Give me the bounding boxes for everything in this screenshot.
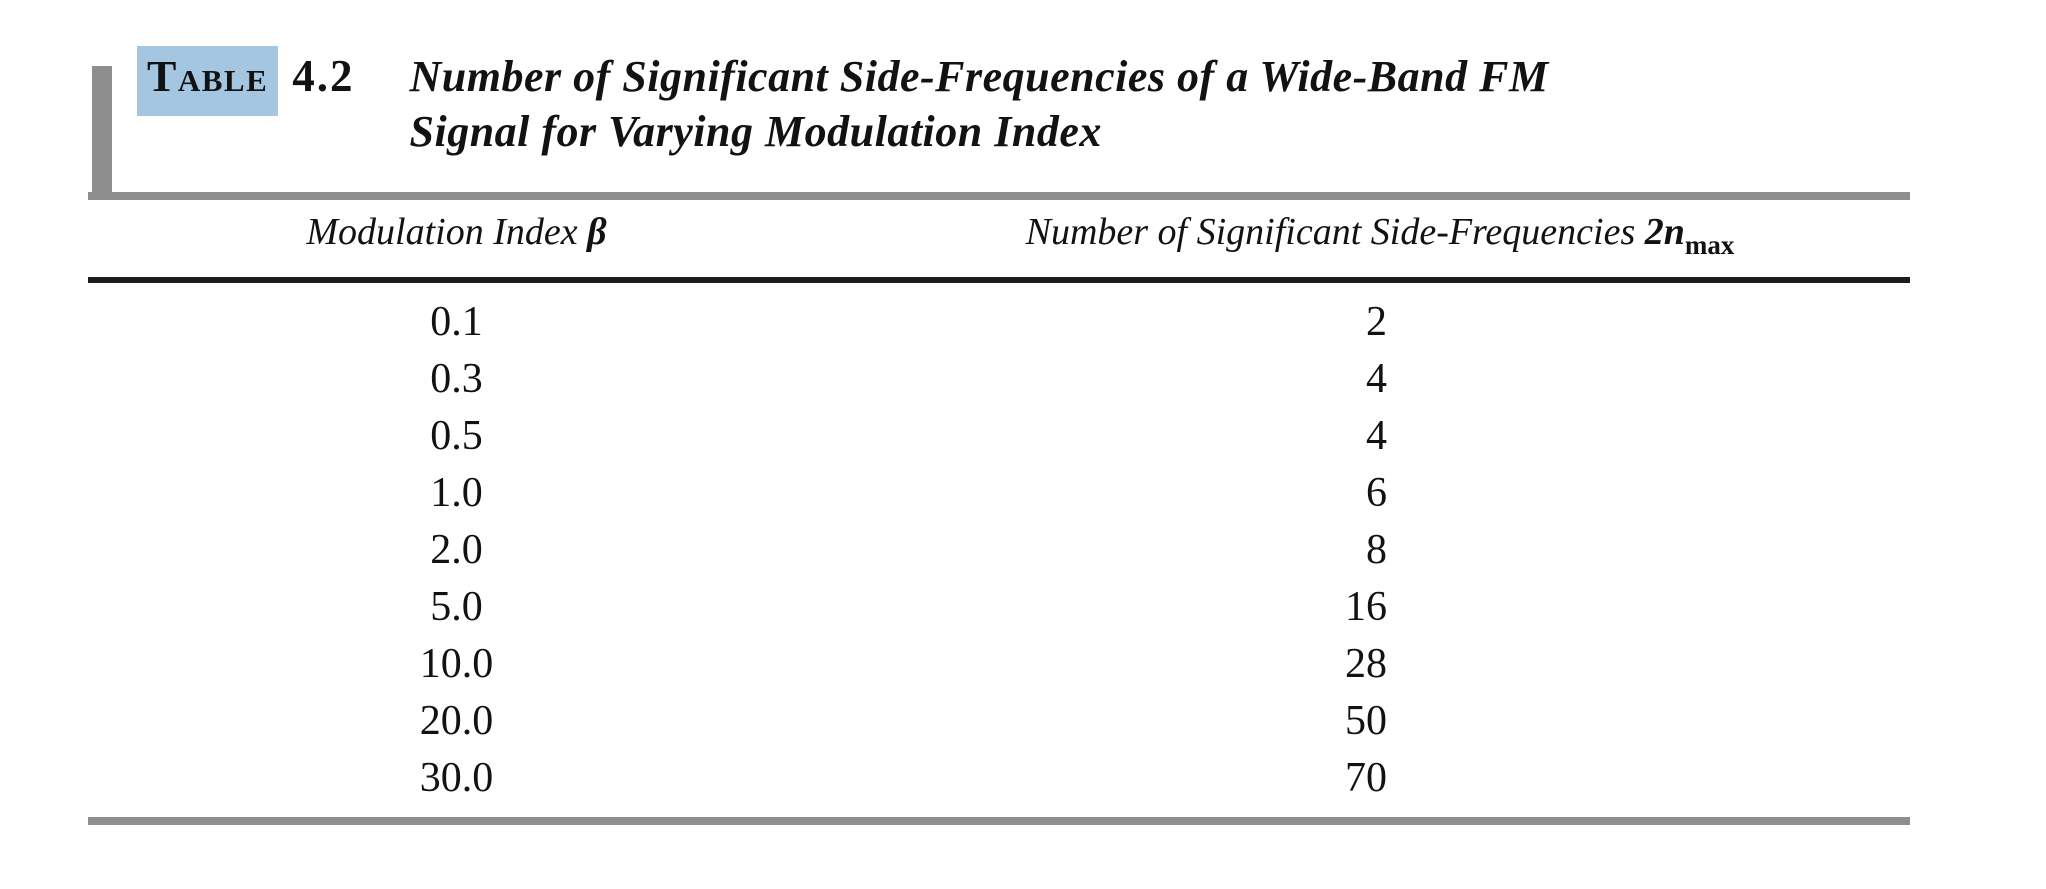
table-row: 2.0 8	[88, 522, 1910, 579]
cell-modulation-index: 0.5	[430, 413, 483, 459]
table-row: 10.0 28	[88, 636, 1910, 693]
caption-accent-bar	[92, 66, 112, 200]
table-row: 1.0 6	[88, 465, 1910, 522]
column-header-label: Number of Significant Side-Frequencies	[1025, 211, 1645, 253]
table-tag-highlight: Table	[137, 46, 279, 116]
table-row: 0.3 4	[88, 351, 1910, 408]
cell-modulation-index: 5.0	[430, 584, 483, 630]
divider-top	[88, 192, 1910, 200]
cell-side-frequencies: 8	[1366, 527, 1387, 573]
cell-side-frequencies: 4	[1366, 356, 1387, 402]
table-row: 0.5 4	[88, 408, 1910, 465]
cell-side-frequencies: 16	[1345, 584, 1387, 630]
header-divider	[88, 277, 1910, 283]
table-row: 30.0 70	[88, 750, 1910, 807]
column-header-modulation-index: Modulation Index β	[88, 206, 825, 258]
table-row: 0.1 2	[88, 294, 1910, 351]
max-subscript: max	[1684, 230, 1735, 260]
cell-side-frequencies: 2	[1366, 299, 1387, 345]
table-title-line2: Signal for Varying Modulation Index	[409, 107, 1102, 156]
two-n-symbol: 2n	[1644, 211, 1685, 253]
beta-symbol: β	[587, 211, 607, 253]
table-body: 0.1 2 0.3 4 0.5 4 1.0 6 2.0 8 5.0 16 10.…	[88, 294, 1910, 807]
table-number: 4.2	[292, 51, 355, 101]
cell-modulation-index: 1.0	[430, 470, 483, 516]
table-caption: Table 4.2 Number of Significant Side-Fre…	[137, 46, 1549, 159]
cell-side-frequencies: 28	[1345, 641, 1387, 687]
cell-side-frequencies: 50	[1345, 698, 1387, 744]
cell-modulation-index: 30.0	[419, 755, 494, 801]
cell-side-frequencies: 4	[1366, 413, 1387, 459]
column-header-side-frequencies: Number of Significant Side-Frequencies 2…	[850, 206, 1910, 261]
table-title-line1: Number of Significant Side-Frequencies o…	[409, 52, 1549, 101]
cell-modulation-index: 0.3	[430, 356, 483, 402]
table-row: 20.0 50	[88, 693, 1910, 750]
table-title: Number of Significant Side-Frequencies o…	[410, 49, 1549, 159]
table-row: 5.0 16	[88, 579, 1910, 636]
cell-modulation-index: 20.0	[419, 698, 494, 744]
divider-bottom	[88, 817, 1910, 825]
cell-modulation-index: 10.0	[419, 641, 494, 687]
cell-side-frequencies: 6	[1366, 470, 1387, 516]
cell-side-frequencies: 70	[1345, 755, 1387, 801]
cell-modulation-index: 2.0	[430, 527, 483, 573]
cell-modulation-index: 0.1	[430, 299, 483, 345]
column-header-label: Modulation Index	[306, 211, 588, 253]
